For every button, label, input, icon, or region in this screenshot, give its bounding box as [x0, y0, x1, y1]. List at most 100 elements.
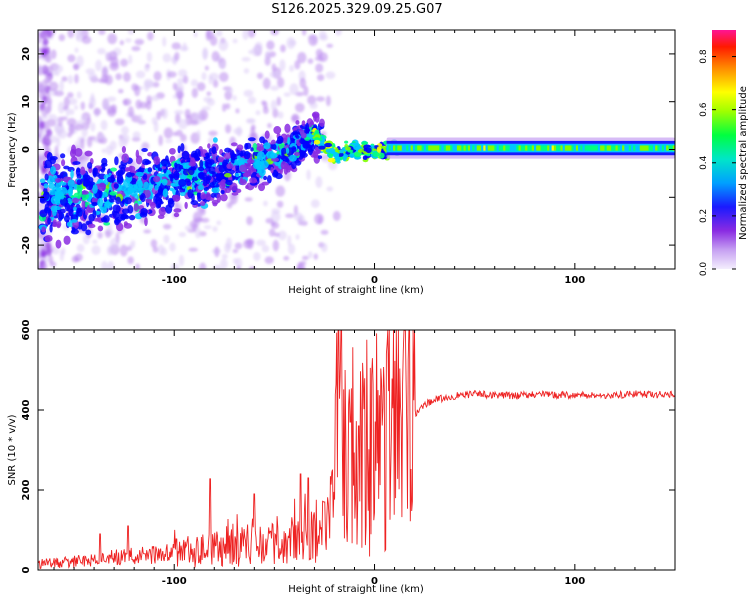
spectrogram-ridge-blob	[261, 181, 270, 186]
spectrogram-noise-blob	[310, 199, 320, 208]
spectrogram-ridge-blob	[256, 146, 265, 151]
spectrogram-noise-blob	[119, 40, 125, 46]
spectrogram-noise-blob	[208, 72, 219, 81]
spectrogram-noise-blob	[48, 114, 57, 119]
spectrogram-noise-blob	[316, 96, 325, 102]
snr-y-tick-label: 600	[21, 320, 32, 341]
coherent-band-segment	[556, 145, 560, 151]
spectrogram-ridge-blob	[235, 172, 240, 177]
spectrogram-ridge-blob	[223, 152, 231, 160]
coherent-band-segment	[578, 145, 582, 151]
coherent-band-segment	[459, 145, 463, 151]
spectrogram-noise-blob	[264, 256, 274, 264]
coherent-band-segment	[611, 145, 615, 151]
spectrogram-ridge-blob	[103, 221, 111, 226]
coherent-band-segment	[531, 145, 535, 151]
spectrogram-ridge-blob	[305, 122, 310, 133]
spectrogram-ridge-blob	[49, 189, 57, 196]
spectrogram-noise-blob	[246, 118, 255, 123]
coherent-band-segment	[652, 145, 657, 151]
spectrogram-transition-blob	[362, 155, 368, 160]
spectrogram-noise-blob	[41, 115, 48, 120]
spectrogram-x-tick-label: 0	[371, 275, 378, 286]
spectrogram-noise-blob	[105, 51, 111, 58]
spectrogram-ridge-blob	[63, 165, 70, 170]
spectrogram-ridge-blob	[60, 153, 66, 159]
spectrogram-noise-blob	[215, 30, 223, 37]
spectrogram-ridge-blob	[114, 156, 119, 166]
spectrogram-noise-blob	[319, 34, 329, 41]
coherent-band-segment	[505, 145, 509, 151]
spectrogram-edge-blob	[45, 241, 52, 250]
spectrogram-ridge-blob	[179, 192, 186, 197]
coherent-band-segment	[589, 145, 593, 151]
spectrogram-noise-blob	[243, 68, 250, 74]
spectrogram-noise-blob	[171, 42, 181, 50]
spectrogram-ridge-blob	[204, 160, 209, 168]
spectrogram-noise-blob	[86, 117, 92, 125]
coherent-band-segment	[441, 145, 445, 151]
spectrogram-ridge-blob	[52, 209, 57, 217]
spectrogram-transition-blob	[327, 157, 336, 163]
spectrogram-noise-blob	[201, 72, 207, 81]
spectrogram-ridge-blob	[135, 171, 144, 177]
coherent-band-segment	[467, 145, 472, 151]
spectrogram-transition-blob	[324, 142, 333, 148]
spectrogram-edge-blob	[41, 108, 48, 117]
coherent-band-segment	[498, 145, 502, 151]
spectrogram-ridge-blob	[150, 202, 156, 209]
spectrogram-noise-blob	[117, 88, 124, 94]
spectrogram-noise-blob	[98, 30, 106, 35]
spectrogram-noise-blob	[76, 91, 82, 99]
spectrogram-ridge-blob	[72, 161, 81, 165]
spectrogram-noise-blob	[123, 99, 128, 106]
spectrogram-ridge-blob	[70, 169, 74, 179]
spectrogram-noise-blob	[178, 119, 188, 130]
spectrogram-ridge-blob	[229, 149, 235, 159]
spectrogram-ridge-blob	[319, 118, 325, 127]
spectrogram-noise-blob	[61, 76, 68, 82]
spectrogram-noise-blob	[148, 80, 155, 88]
spectrogram-noise-blob	[242, 30, 249, 41]
spectrogram-noise-blob	[100, 74, 109, 84]
spectrogram-noise-blob	[326, 43, 334, 48]
coherent-band-segment	[481, 145, 485, 151]
spectrogram-noise-blob	[325, 71, 336, 79]
coherent-band-segment	[633, 145, 637, 151]
spectrogram-x-tick-label: -100	[162, 275, 187, 286]
spectrogram-noise-blob	[174, 51, 180, 61]
spectrogram-noise-blob	[146, 51, 153, 63]
coherent-band-segment	[595, 145, 599, 151]
spectrogram-ridge-blob	[230, 142, 238, 147]
coherent-band-segment	[668, 145, 672, 151]
spectrogram-noise-blob	[167, 71, 177, 78]
spectrogram-ridge-blob	[199, 159, 204, 169]
spectrogram-ridge-blob	[211, 146, 217, 155]
spectrogram-noise-blob	[142, 141, 147, 150]
spectrogram-noise-blob	[67, 75, 74, 85]
spectrogram-noise-blob	[74, 73, 79, 84]
spectrogram-noise-blob	[256, 72, 264, 80]
spectrogram-noise-blob	[103, 98, 110, 110]
coherent-band-segment	[600, 145, 604, 151]
spectrogram-noise-blob	[73, 64, 79, 70]
coherent-band-segment	[496, 145, 500, 151]
coherent-band-segment	[399, 145, 403, 151]
spectrogram-ridge-blob	[96, 217, 103, 222]
spectrogram-noise-blob	[153, 71, 162, 82]
spectrogram-noise-blob	[182, 42, 187, 51]
spectrogram-ridge-blob	[87, 162, 93, 169]
spectrogram-noise-blob	[68, 123, 75, 136]
coherent-band-segment	[514, 145, 518, 151]
spectrogram-noise-blob	[218, 72, 229, 82]
spectrogram-ridge-blob	[72, 197, 80, 204]
coherent-band-segment	[450, 145, 454, 151]
spectrogram-ridge-blob	[84, 208, 89, 216]
coherent-band-segment	[485, 145, 489, 151]
spectrogram-noise-blob	[80, 137, 85, 150]
spectrogram-noise-blob	[48, 255, 54, 264]
spectrogram-noise-blob	[184, 225, 192, 231]
spectrogram-edge-blob	[40, 250, 47, 259]
spectrogram-noise-blob	[316, 74, 325, 81]
spectrogram-noise-blob	[261, 244, 270, 253]
